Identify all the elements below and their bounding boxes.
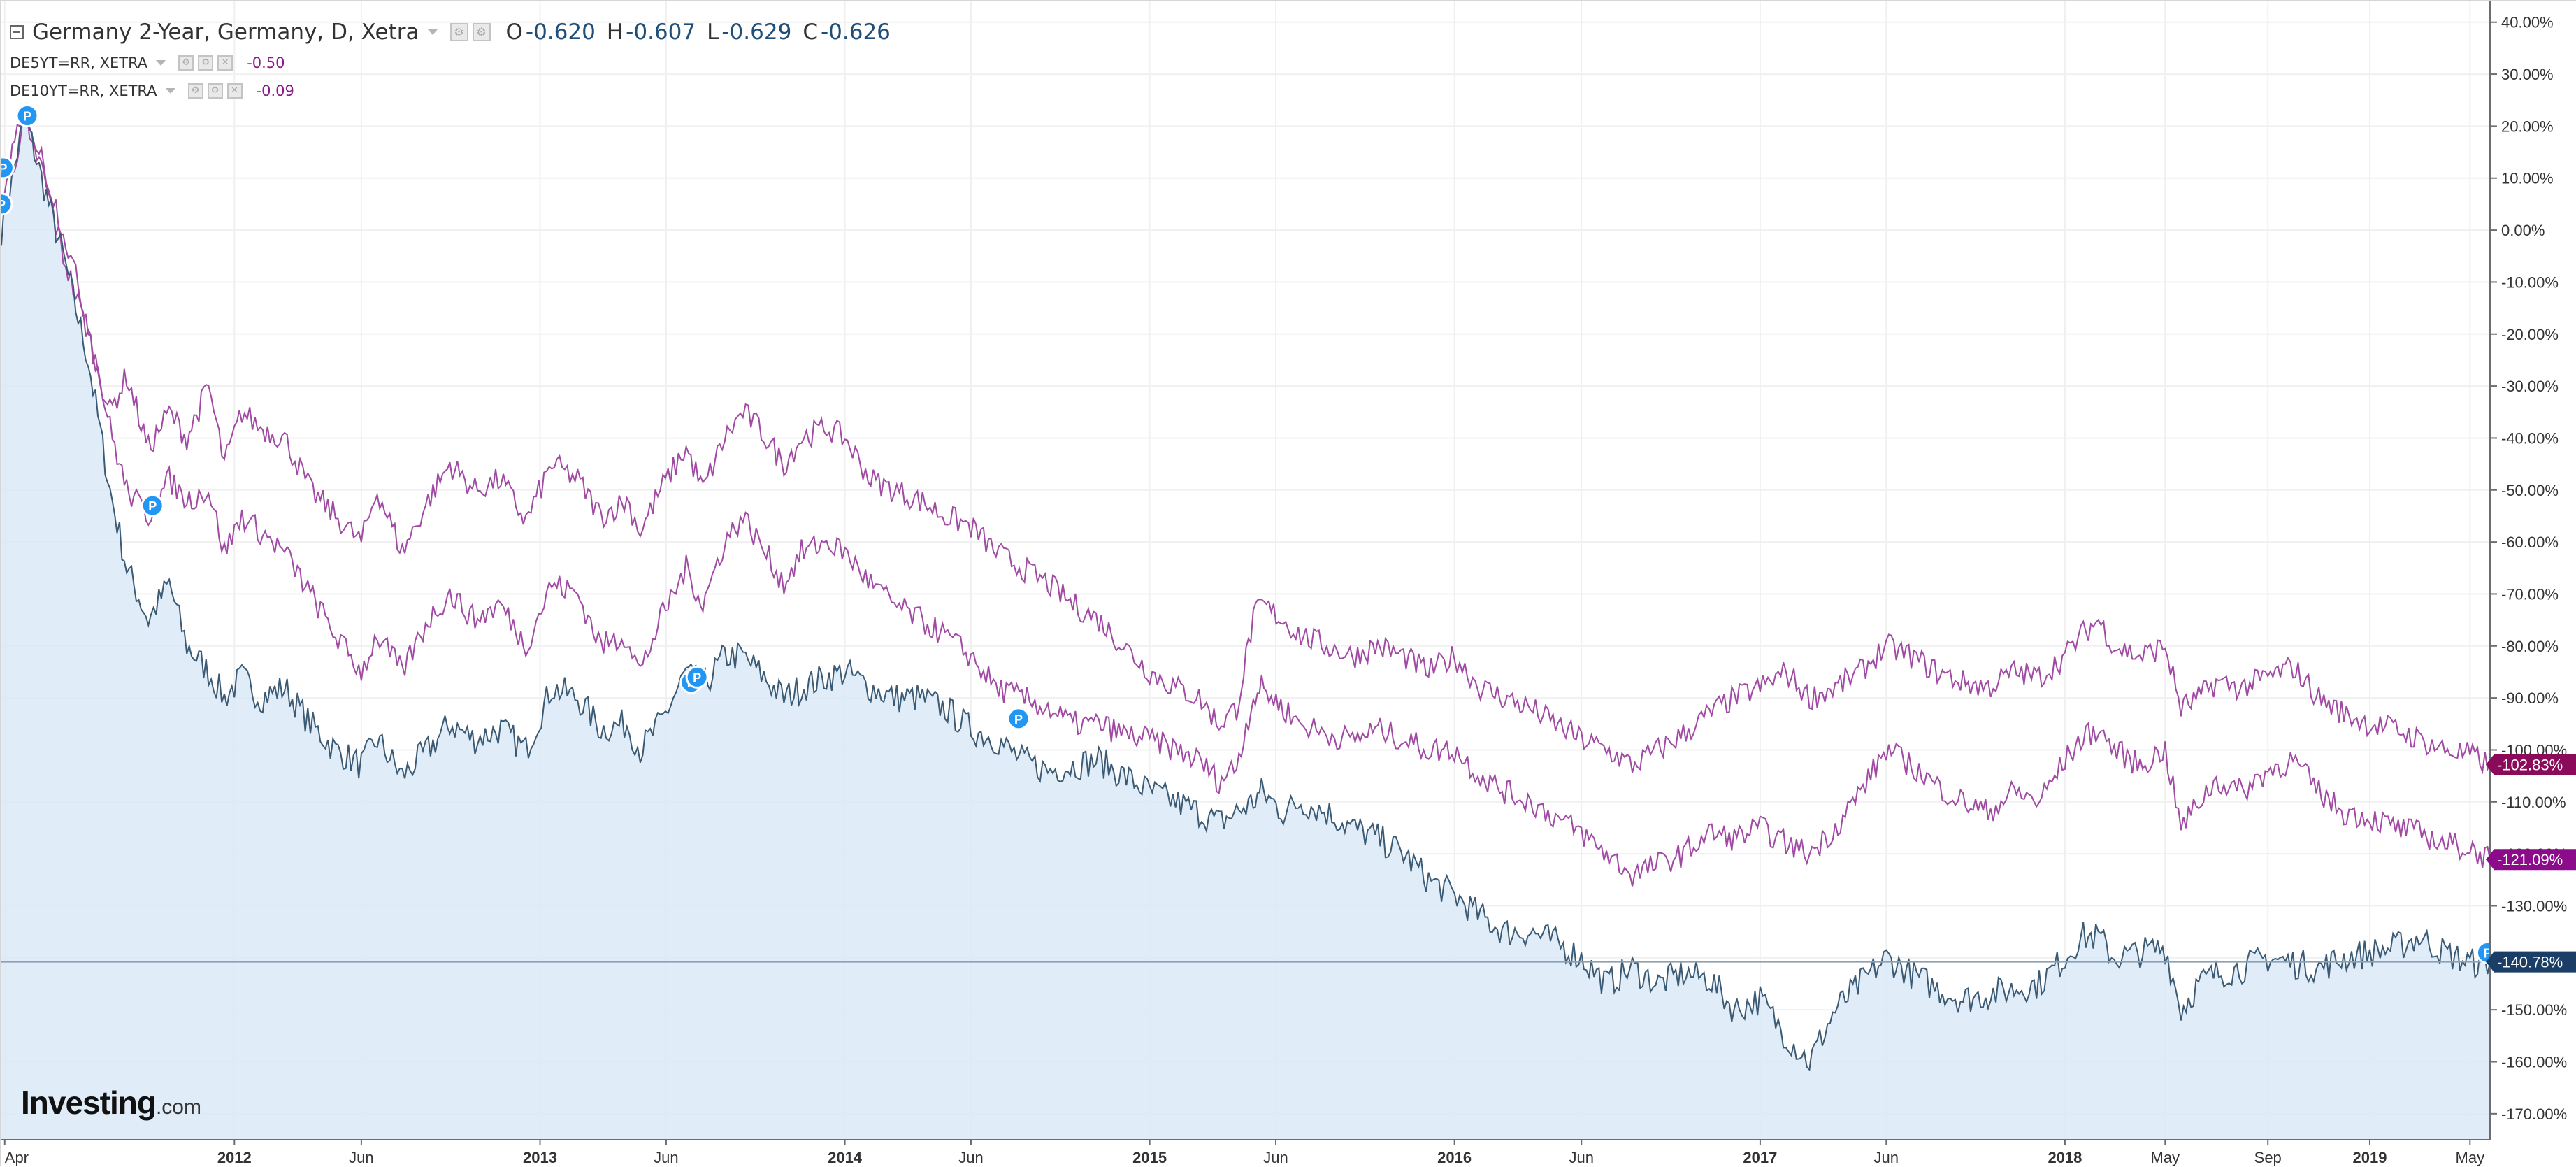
y-tick-label: 0.00% <box>2501 222 2545 239</box>
y-tick-label: 10.00% <box>2501 170 2554 187</box>
chevron-down-icon[interactable] <box>427 29 438 35</box>
x-tick-label: Jun <box>1263 1149 1288 1166</box>
y-tick-label: 40.00% <box>2501 14 2554 31</box>
x-tick-label: May <box>2456 1149 2485 1166</box>
last-value-tag-label: -140.78% <box>2497 954 2563 971</box>
chevron-down-icon[interactable] <box>165 88 175 94</box>
time-scale[interactable] <box>1 1140 2490 1167</box>
y-tick-label: -80.00% <box>2501 638 2559 655</box>
last-value-tag <box>2486 951 2576 973</box>
price-scale[interactable] <box>2490 1 2576 1167</box>
p-marker-icon[interactable] <box>1007 707 1030 731</box>
x-tick-label: 2018 <box>2048 1149 2082 1166</box>
series-line-compare[interactable] <box>1 107 2491 887</box>
gear-icon[interactable]: ⚙ <box>449 23 468 41</box>
x-tick-label: 2013 <box>523 1149 557 1166</box>
series-line-compare[interactable] <box>1 121 2491 775</box>
x-tick-label: Jun <box>349 1149 373 1166</box>
chevron-down-icon[interactable] <box>156 60 166 66</box>
x-tick-label: Sep <box>2254 1149 2282 1166</box>
ohlc-open-value: -0.620 <box>525 20 596 45</box>
x-tick-label: 2017 <box>1743 1149 1777 1166</box>
legend: Germany 2-Year, Germany, D, Xetra ⚙ ⚙ O-… <box>10 15 891 105</box>
legend-sub-row: DE5YT=RR, XETRA ⚙ ⚙ ✕ -0.50 <box>10 49 891 77</box>
y-tick-label: 20.00% <box>2501 117 2554 135</box>
x-tick-label: 2012 <box>217 1149 252 1166</box>
x-tick-label: 2016 <box>1437 1149 1472 1166</box>
y-tick-label: -160.00% <box>2501 1053 2567 1071</box>
x-tick-label: Jun <box>1569 1149 1593 1166</box>
ohlc-open-label: O <box>505 20 523 45</box>
y-tick-label: -170.00% <box>2501 1105 2567 1123</box>
sub-series-label: DE5YT=RR, XETRA <box>10 55 148 71</box>
y-tick-label: -20.00% <box>2501 326 2559 343</box>
series-line-main[interactable] <box>1 113 2491 1072</box>
ohlc-low-value: -0.629 <box>721 20 792 45</box>
last-value-tag <box>2486 754 2576 775</box>
minus-square-icon[interactable] <box>10 25 24 39</box>
p-marker-label: P <box>1014 713 1023 726</box>
sub-series-value: -0.50 <box>247 55 285 71</box>
close-icon[interactable]: ✕ <box>226 83 243 99</box>
y-tick-label: -150.00% <box>2501 1001 2567 1019</box>
y-tick-label: -10.00% <box>2501 273 2559 291</box>
p-marker-label: P <box>1 162 7 176</box>
y-tick-label: -50.00% <box>2501 482 2559 499</box>
p-marker-icon[interactable] <box>1 192 13 216</box>
investing-logo: Investing.com <box>21 1084 201 1122</box>
p-marker-icon[interactable] <box>1 156 15 180</box>
p-marker-icon[interactable] <box>685 665 709 689</box>
logo-brand: Investing <box>21 1084 157 1121</box>
x-tick-label: Apr <box>5 1149 29 1166</box>
gear-icon[interactable]: ⚙ <box>187 83 203 99</box>
y-tick-label: -60.00% <box>2501 534 2559 551</box>
x-tick-label: Jun <box>958 1149 983 1166</box>
p-marker-icon[interactable] <box>15 104 39 128</box>
legend-main-row: Germany 2-Year, Germany, D, Xetra ⚙ ⚙ O-… <box>10 15 891 49</box>
y-tick-label: -90.00% <box>2501 689 2559 707</box>
ohlc-high-value: -0.607 <box>626 20 696 45</box>
y-tick-label: -40.00% <box>2501 429 2559 447</box>
legend-sub-row: DE10YT=RR, XETRA ⚙ ⚙ ✕ -0.09 <box>10 77 891 105</box>
gear-icon[interactable]: ⚙ <box>178 55 194 71</box>
y-tick-label: -30.00% <box>2501 378 2559 395</box>
y-tick-label: -130.00% <box>2501 897 2567 915</box>
ohlc-high-label: H <box>606 20 624 45</box>
ohlc-close-label: C <box>803 20 818 45</box>
close-icon[interactable]: ✕ <box>217 55 233 71</box>
x-tick-label: Jun <box>654 1149 678 1166</box>
ohlc-low-label: L <box>707 20 719 45</box>
p-marker-label: P <box>693 671 701 685</box>
x-tick-label: Jun <box>1874 1149 1899 1166</box>
gear-icon[interactable]: ⚙ <box>198 55 214 71</box>
y-tick-label: -110.00% <box>2501 794 2566 811</box>
series-area-main <box>1 114 2490 1140</box>
gear-icon[interactable]: ⚙ <box>472 23 491 41</box>
last-value-tag-label: -121.09% <box>2497 851 2563 868</box>
last-value-tag <box>2486 849 2576 871</box>
p-marker-label: P <box>1 198 6 212</box>
y-tick-label: -70.00% <box>2501 585 2559 603</box>
x-tick-label: 2014 <box>828 1149 863 1166</box>
gear-icon[interactable]: ⚙ <box>207 83 223 99</box>
main-series-title: Germany 2-Year, Germany, D, Xetra <box>32 20 419 45</box>
x-tick-label: 2019 <box>2352 1149 2387 1166</box>
p-marker-icon[interactable] <box>141 494 164 517</box>
ohlc-close-value: -0.626 <box>820 20 891 45</box>
p-marker-label: P <box>23 110 31 124</box>
x-tick-label: 2015 <box>1132 1149 1167 1166</box>
logo-domain: .com <box>155 1096 201 1119</box>
last-value-tag-label: -102.83% <box>2497 757 2563 774</box>
sub-series-label: DE10YT=RR, XETRA <box>10 83 157 99</box>
sub-series-value: -0.09 <box>256 83 294 99</box>
p-marker-label: P <box>148 499 157 513</box>
y-tick-label: 30.00% <box>2501 66 2554 83</box>
x-tick-label: May <box>2151 1149 2180 1166</box>
